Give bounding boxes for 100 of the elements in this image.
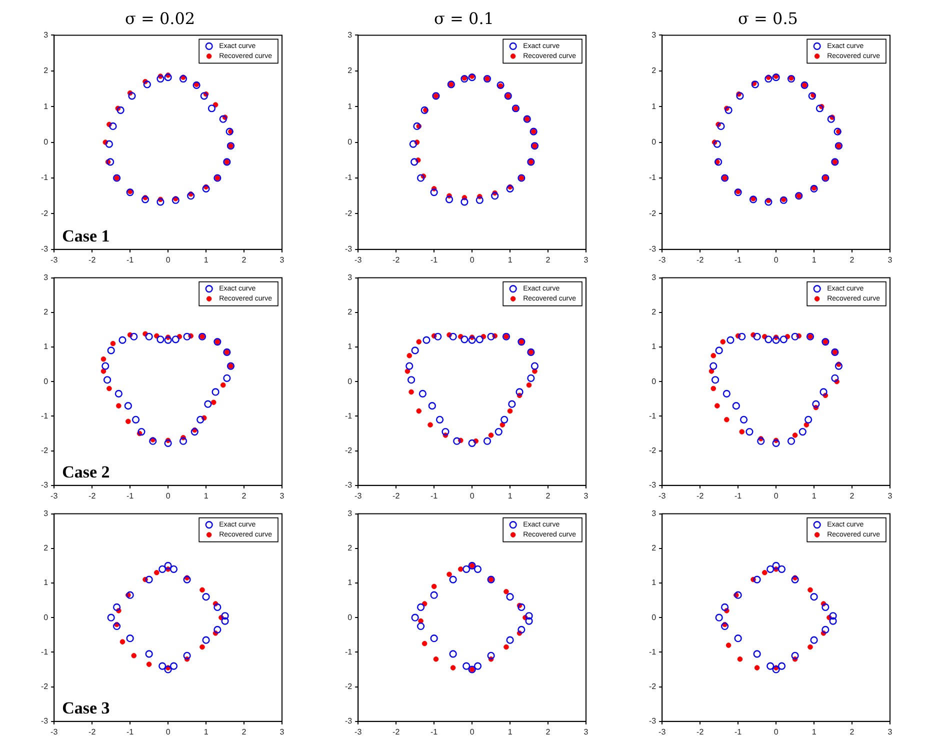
point: [831, 374, 839, 382]
point: [525, 617, 533, 625]
point: [411, 614, 419, 622]
y-tick-label: -2: [648, 682, 657, 692]
point: [468, 336, 476, 344]
point: [102, 362, 110, 370]
y-tick-label: -3: [648, 716, 657, 726]
y-tick-label: -2: [40, 682, 49, 692]
point: [143, 80, 151, 88]
point: [820, 388, 828, 396]
y-tick-label: 1: [348, 342, 353, 352]
point: [430, 591, 438, 599]
point: [107, 346, 115, 354]
point: [156, 74, 164, 83]
point: [107, 614, 115, 622]
point: [416, 603, 425, 612]
point: [714, 403, 720, 408]
point: [172, 336, 180, 344]
point: [110, 340, 116, 346]
point: [416, 622, 425, 630]
y-tick-label: 2: [348, 66, 353, 76]
point: [518, 626, 526, 634]
y-tick-label: -3: [648, 244, 657, 254]
point: [476, 196, 484, 204]
y-tick-label: -3: [40, 244, 49, 254]
point: [764, 198, 772, 206]
x-tick-label: -1: [430, 255, 438, 264]
point: [433, 656, 439, 662]
x-tick-label: -1: [126, 255, 134, 264]
point: [164, 439, 172, 447]
point: [778, 662, 786, 670]
y-tick-label: 0: [348, 612, 353, 622]
point: [179, 74, 188, 83]
point: [504, 644, 509, 650]
x-tick-label: -2: [696, 727, 704, 736]
point: [183, 332, 191, 340]
y-tick-label: 1: [652, 342, 657, 352]
point: [808, 587, 813, 593]
point: [112, 622, 121, 630]
x-tick-label: 3: [888, 727, 893, 736]
x-tick-label: 3: [584, 491, 589, 500]
point: [226, 128, 234, 136]
point: [408, 389, 414, 395]
point: [487, 332, 495, 340]
point: [476, 336, 484, 344]
point: [126, 418, 131, 424]
x-tick-label: -1: [734, 255, 742, 264]
x-tick-label: -2: [392, 727, 400, 736]
y-tick-label: 1: [44, 342, 49, 352]
point: [739, 429, 745, 434]
x-tick-label: -3: [658, 491, 666, 500]
point: [715, 614, 723, 622]
y-tick-label: -3: [648, 480, 657, 490]
point: [214, 603, 222, 612]
point: [196, 416, 204, 424]
y-tick-label: -1: [40, 411, 49, 420]
y-tick-label: 0: [348, 138, 353, 147]
x-tick-label: 1: [508, 255, 513, 264]
point: [145, 332, 153, 340]
point: [829, 612, 837, 620]
point: [221, 617, 229, 625]
point: [118, 336, 126, 344]
x-tick-label: 1: [508, 491, 513, 500]
point: [710, 353, 716, 358]
point: [518, 603, 526, 612]
x-tick-label: -2: [88, 727, 96, 736]
y-tick-label: -3: [344, 716, 353, 726]
x-tick-label: -2: [88, 255, 96, 264]
y-tick-label: 1: [44, 578, 49, 588]
point: [116, 403, 122, 408]
point: [720, 339, 726, 344]
y-tick-label: 3: [44, 273, 49, 282]
point: [753, 576, 761, 584]
point: [804, 422, 810, 428]
x-tick-label: -3: [658, 255, 666, 264]
point: [508, 400, 516, 408]
point: [130, 332, 138, 340]
point: [738, 332, 746, 340]
point: [474, 565, 482, 573]
point: [124, 402, 132, 410]
point: [504, 589, 509, 594]
point: [434, 332, 442, 340]
point: [753, 650, 761, 658]
point: [791, 576, 799, 584]
point: [460, 336, 468, 344]
point: [711, 376, 720, 384]
y-tick-label: -1: [648, 411, 657, 420]
point: [146, 662, 152, 667]
x-tick-label: -1: [430, 727, 438, 736]
x-tick-label: -3: [354, 491, 362, 500]
x-tick-label: 0: [774, 491, 779, 500]
y-tick-label: 2: [652, 66, 657, 76]
point: [468, 439, 476, 447]
point: [164, 74, 172, 82]
point: [834, 128, 842, 136]
y-tick-label: 2: [44, 308, 49, 317]
point: [525, 612, 533, 620]
x-tick-label: -2: [696, 255, 704, 264]
point: [407, 376, 416, 384]
x-tick-label: 0: [470, 727, 475, 736]
